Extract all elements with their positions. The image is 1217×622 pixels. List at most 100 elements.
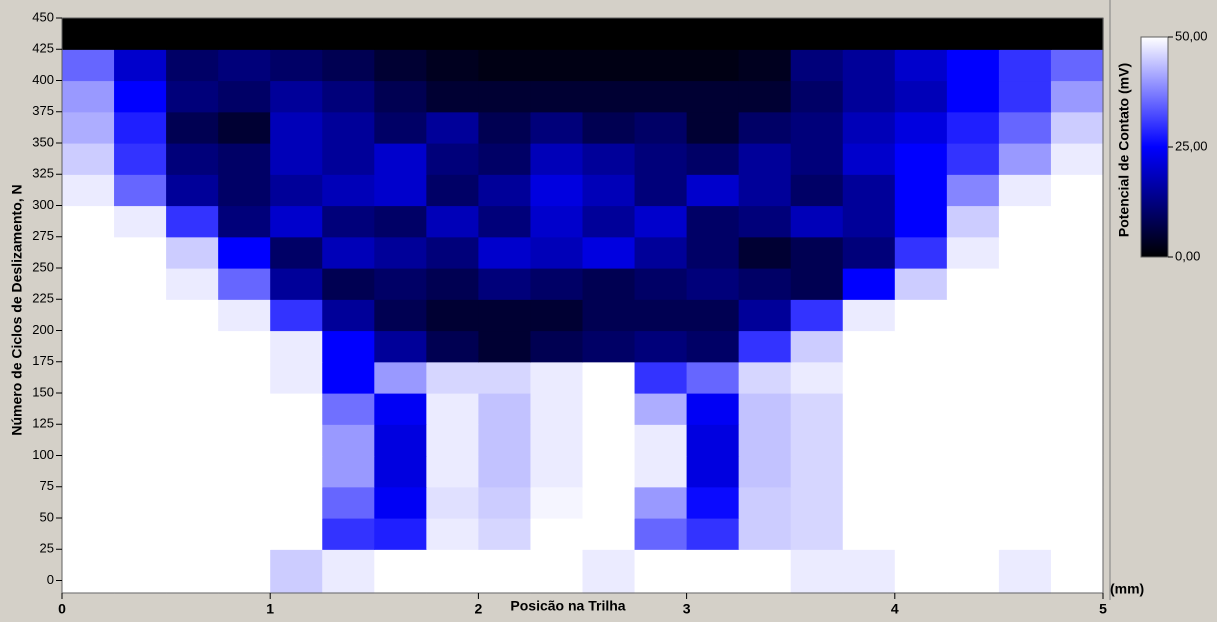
heatmap-cell bbox=[947, 299, 1000, 331]
heatmap-cell bbox=[114, 18, 167, 50]
heatmap-cell bbox=[270, 81, 323, 113]
heatmap-cell bbox=[218, 268, 271, 300]
heatmap-cell bbox=[687, 174, 740, 206]
heatmap-cell bbox=[218, 549, 271, 593]
heatmap-cell bbox=[166, 112, 219, 144]
y-tick-label: 300 bbox=[32, 197, 54, 212]
heatmap-cell bbox=[166, 206, 219, 238]
heatmap-cell bbox=[895, 456, 948, 488]
heatmap-cell bbox=[1051, 331, 1104, 363]
heatmap-cell bbox=[791, 112, 844, 144]
heatmap-cell bbox=[478, 49, 531, 81]
heatmap-cell bbox=[114, 362, 167, 394]
heatmap-cell bbox=[843, 49, 896, 81]
heatmap-cell bbox=[999, 112, 1052, 144]
heatmap-cell bbox=[635, 18, 688, 50]
heatmap-cell bbox=[739, 81, 792, 113]
heatmap-cell bbox=[999, 518, 1052, 550]
heatmap-cell bbox=[843, 424, 896, 456]
heatmap-cell bbox=[218, 49, 271, 81]
heatmap-cell bbox=[947, 393, 1000, 425]
heatmap-cell bbox=[166, 299, 219, 331]
heatmap-cell bbox=[426, 393, 479, 425]
heatmap-cell bbox=[895, 268, 948, 300]
heatmap-cell bbox=[687, 268, 740, 300]
heatmap-cell bbox=[114, 518, 167, 550]
heatmap-cell bbox=[1051, 362, 1104, 394]
heatmap-cell bbox=[687, 549, 740, 593]
heatmap-cell bbox=[999, 424, 1052, 456]
heatmap-cell bbox=[322, 206, 375, 238]
y-tick-label: 150 bbox=[32, 384, 54, 399]
heatmap-cell bbox=[218, 518, 271, 550]
heatmap-cell bbox=[947, 487, 1000, 519]
heatmap-cell bbox=[374, 299, 427, 331]
heatmap-cell bbox=[895, 549, 948, 593]
heatmap-cell bbox=[530, 299, 583, 331]
heatmap-cell bbox=[687, 143, 740, 175]
heatmap-cell bbox=[114, 299, 167, 331]
heatmap-cell bbox=[635, 362, 688, 394]
heatmap-cell bbox=[843, 112, 896, 144]
heatmap-cell bbox=[947, 174, 1000, 206]
heatmap-cell bbox=[322, 174, 375, 206]
heatmap-cell bbox=[687, 393, 740, 425]
heatmap-cell bbox=[114, 143, 167, 175]
heatmap-cell bbox=[218, 174, 271, 206]
heatmap-cell bbox=[218, 299, 271, 331]
heatmap-cell bbox=[478, 549, 531, 593]
heatmap-cell bbox=[583, 49, 636, 81]
heatmap-cell bbox=[62, 81, 115, 113]
heatmap-cell bbox=[426, 331, 479, 363]
heatmap-cell bbox=[530, 393, 583, 425]
heatmap-cell bbox=[895, 393, 948, 425]
heatmap-cell bbox=[1051, 206, 1104, 238]
x-tick-label: 4 bbox=[891, 601, 899, 617]
heatmap-cell bbox=[1051, 487, 1104, 519]
heatmap-cell bbox=[739, 49, 792, 81]
heatmap-cell bbox=[218, 18, 271, 50]
y-tick-label: 350 bbox=[32, 134, 54, 149]
heatmap-cell bbox=[635, 112, 688, 144]
heatmap-cell bbox=[426, 206, 479, 238]
heatmap-cell bbox=[635, 143, 688, 175]
heatmap-cell bbox=[114, 237, 167, 269]
heatmap-cell bbox=[947, 362, 1000, 394]
heatmap-cell bbox=[791, 237, 844, 269]
heatmap-cell bbox=[583, 456, 636, 488]
heatmap-cell bbox=[1051, 49, 1104, 81]
y-tick-label: 25 bbox=[40, 541, 54, 556]
heatmap-cell bbox=[478, 456, 531, 488]
heatmap-cell bbox=[166, 362, 219, 394]
heatmap-cell bbox=[947, 237, 1000, 269]
heatmap-cell bbox=[166, 237, 219, 269]
heatmap-cell bbox=[895, 518, 948, 550]
heatmap-cell bbox=[322, 143, 375, 175]
heatmap-cell bbox=[1051, 393, 1104, 425]
heatmap-cell bbox=[1051, 81, 1104, 113]
heatmap-cell bbox=[426, 81, 479, 113]
heatmap-cell bbox=[374, 268, 427, 300]
heatmap-cell bbox=[583, 393, 636, 425]
heatmap-cell bbox=[62, 174, 115, 206]
heatmap-cell bbox=[530, 18, 583, 50]
heatmap-cell bbox=[635, 49, 688, 81]
heatmap-cell bbox=[374, 18, 427, 50]
heatmap-cell bbox=[322, 331, 375, 363]
heatmap-cell bbox=[947, 112, 1000, 144]
heatmap-cell bbox=[218, 237, 271, 269]
heatmap-cell bbox=[739, 549, 792, 593]
heatmap-cell bbox=[62, 331, 115, 363]
heatmap-cell bbox=[687, 487, 740, 519]
y-tick-label: 175 bbox=[32, 353, 54, 368]
heatmap-cell bbox=[62, 112, 115, 144]
heatmap-cell bbox=[791, 487, 844, 519]
heatmap-cell bbox=[62, 49, 115, 81]
colorbar-tick-label: 50,00 bbox=[1175, 28, 1208, 43]
heatmap-cell bbox=[687, 18, 740, 50]
heatmap-cell bbox=[947, 518, 1000, 550]
heatmap-cell bbox=[62, 206, 115, 238]
heatmap-cell bbox=[426, 174, 479, 206]
heatmap-cell bbox=[635, 81, 688, 113]
x-tick-label: 5 bbox=[1099, 601, 1107, 617]
